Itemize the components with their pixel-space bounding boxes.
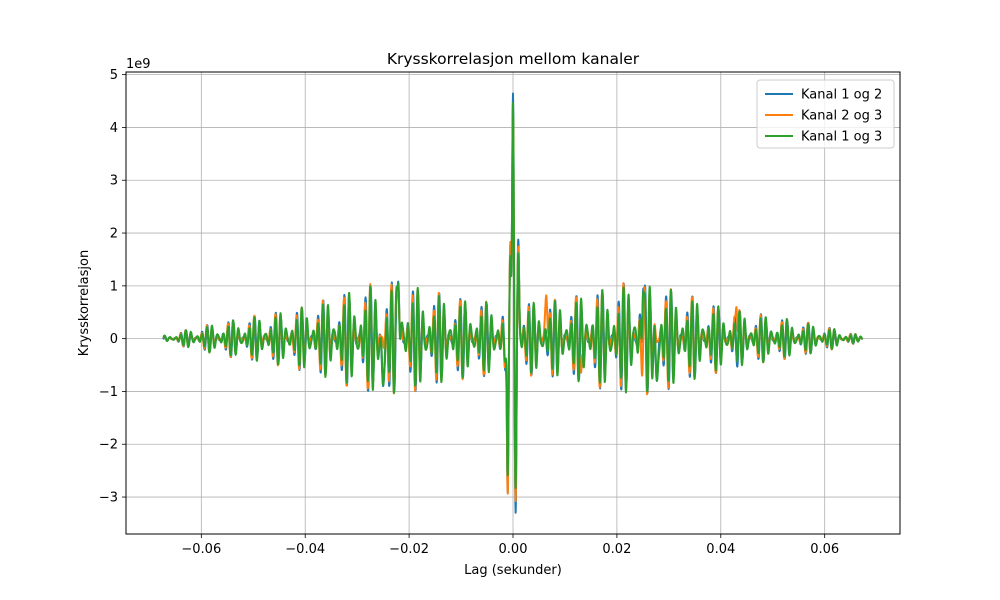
y-tick-label: 1 — [110, 279, 118, 294]
y-tick-label: −3 — [99, 491, 118, 506]
y-tick-label: 5 — [110, 68, 118, 83]
chart-title: Krysskorrelasjon mellom kanaler — [387, 50, 640, 68]
y-tick-label: 3 — [110, 174, 118, 189]
series-line-3 — [162, 101, 864, 490]
legend: Kanal 1 og 2 Kanal 2 og 3 Kanal 1 og 3 — [756, 79, 895, 149]
y-tick-label: −2 — [99, 438, 118, 453]
y-axis-title: Krysskorrelasjon — [77, 250, 92, 356]
y-tick-label: 4 — [110, 121, 118, 136]
y-tick-label: 2 — [110, 227, 118, 242]
x-tick-label: 0.00 — [499, 542, 528, 557]
legend-label-1: Kanal 1 og 2 — [801, 88, 882, 103]
y-axis-ticks: −3 −2 −1 0 1 2 3 4 5 — [99, 68, 126, 506]
x-tick-label: −0.06 — [181, 542, 221, 557]
x-axis-ticks: −0.06 −0.04 −0.02 0.00 0.02 0.04 0.06 — [181, 534, 839, 557]
x-axis-title: Lag (sekunder) — [464, 563, 562, 578]
legend-label-2: Kanal 2 og 3 — [801, 109, 882, 124]
x-tick-label: 0.02 — [602, 542, 631, 557]
y-axis-offset-label: 1e9 — [126, 57, 151, 72]
legend-label-3: Kanal 1 og 3 — [801, 130, 882, 145]
x-tick-label: −0.04 — [285, 542, 325, 557]
legend-box — [756, 79, 895, 149]
x-tick-label: 0.04 — [706, 542, 735, 557]
series-lines — [162, 92, 864, 514]
x-tick-label: −0.02 — [389, 542, 429, 557]
y-tick-label: −1 — [99, 385, 118, 400]
x-tick-label: 0.06 — [810, 542, 839, 557]
y-tick-label: 0 — [110, 332, 118, 347]
